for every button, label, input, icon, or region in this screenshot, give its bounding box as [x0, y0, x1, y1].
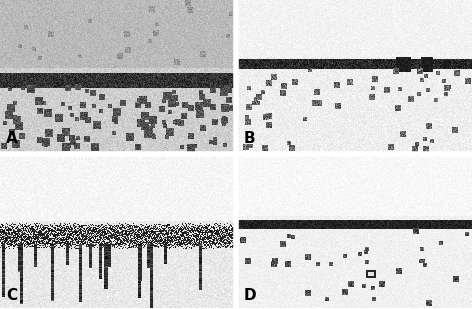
Text: B: B — [244, 131, 256, 146]
Text: A: A — [6, 131, 18, 146]
Text: C: C — [6, 288, 17, 303]
Text: D: D — [244, 288, 257, 303]
